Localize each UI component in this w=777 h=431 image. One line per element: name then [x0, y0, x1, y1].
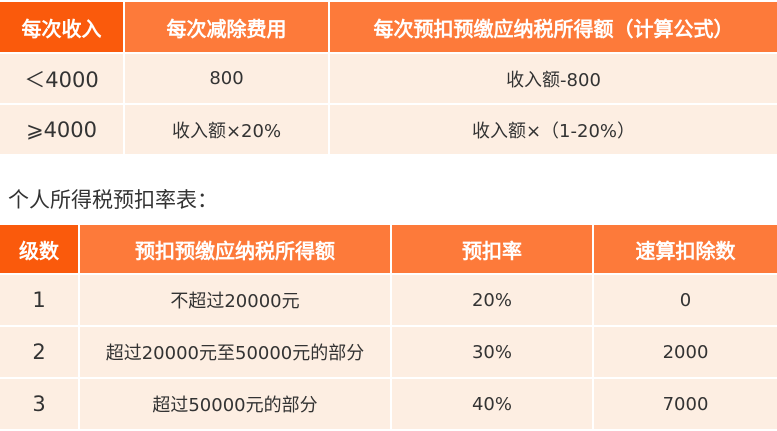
header-rate: 预扣率: [392, 225, 592, 273]
cell: 不超过20000元: [80, 275, 390, 325]
cell: 800: [125, 54, 328, 103]
cell: 2000: [594, 327, 777, 377]
income-deduction-table: 每次收入 每次减除费用 每次预扣预缴应纳税所得额（计算公式） ＜4000 800…: [0, 0, 777, 156]
table-row: 1 不超过20000元 20% 0: [0, 275, 777, 325]
header-formula: 每次预扣预缴应纳税所得额（计算公式）: [330, 2, 777, 52]
cell: 7000: [594, 379, 777, 429]
table-header-row: 级数 预扣预缴应纳税所得额 预扣率 速算扣除数: [0, 225, 777, 273]
table-row: ＜4000 800 收入额-800: [0, 54, 777, 103]
header-deduction: 每次减除费用: [125, 2, 328, 52]
withholding-rate-table: 级数 预扣预缴应纳税所得额 预扣率 速算扣除数 1 不超过20000元 20% …: [0, 223, 777, 431]
section-title: 个人所得税预扣率表：: [8, 188, 218, 212]
table-header-row: 每次收入 每次减除费用 每次预扣预缴应纳税所得额（计算公式）: [0, 2, 777, 52]
header-quick-deduction: 速算扣除数: [594, 225, 777, 273]
cell: 收入额-800: [330, 54, 777, 103]
cell: 1: [0, 275, 78, 325]
cell: 20%: [392, 275, 592, 325]
cell: 收入额×（1-20%）: [330, 105, 777, 154]
table-row: ⩾4000 收入额×20% 收入额×（1-20%）: [0, 105, 777, 154]
cell: ＜4000: [0, 54, 123, 103]
table-row: 3 超过50000元的部分 40% 7000: [0, 379, 777, 429]
cell: 收入额×20%: [125, 105, 328, 154]
header-income: 每次收入: [0, 2, 123, 52]
cell: 3: [0, 379, 78, 429]
header-taxable-income: 预扣预缴应纳税所得额: [80, 225, 390, 273]
cell: 30%: [392, 327, 592, 377]
header-level: 级数: [0, 225, 78, 273]
cell: 0: [594, 275, 777, 325]
cell: 超过50000元的部分: [80, 379, 390, 429]
cell: 2: [0, 327, 78, 377]
cell: 超过20000元至50000元的部分: [80, 327, 390, 377]
cell: ⩾4000: [0, 105, 123, 154]
cell: 40%: [392, 379, 592, 429]
table-row: 2 超过20000元至50000元的部分 30% 2000: [0, 327, 777, 377]
